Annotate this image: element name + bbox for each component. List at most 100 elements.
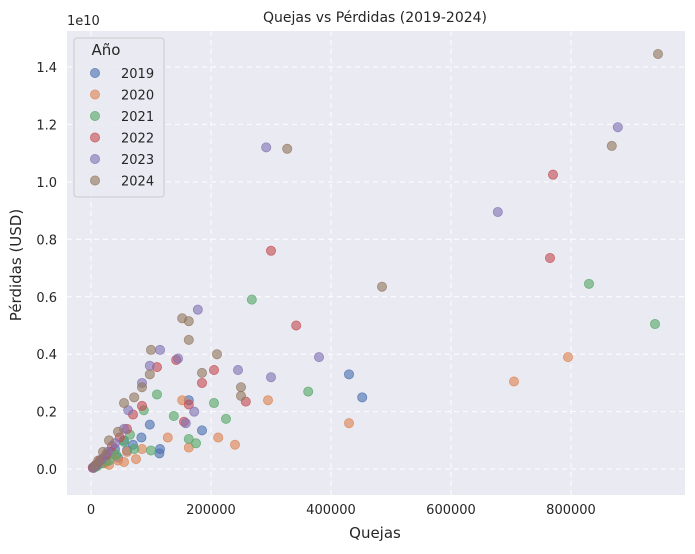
scatter-point [190, 438, 201, 449]
scatter-point [612, 122, 623, 133]
y-tick-label: 1.4 [36, 61, 57, 76]
y-tick-label: 0.2 [36, 406, 57, 421]
scatter-point [136, 400, 147, 411]
legend-marker [90, 132, 101, 143]
legend-marker [90, 111, 101, 122]
scatter-point [265, 245, 276, 256]
scatter-point [246, 294, 257, 305]
y-tick-label: 1.2 [36, 118, 57, 133]
y-axis-label: Pérdidas (USD) [7, 209, 25, 321]
x-tick-label: 0 [87, 503, 95, 518]
legend-label: 2019 [121, 67, 154, 82]
data-points [87, 48, 664, 473]
scatter-point [119, 456, 130, 467]
x-tick-label: 600000 [426, 503, 476, 518]
scatter-point [183, 316, 194, 327]
scatter-point [606, 140, 617, 151]
scatter-point [196, 367, 207, 378]
scatter-point [154, 448, 165, 459]
scatter-point [545, 252, 556, 263]
scatter-point [136, 432, 147, 443]
scatter-point [172, 353, 183, 364]
scatter-point [113, 426, 124, 437]
scatter-point [119, 398, 130, 409]
scatter-point [144, 369, 155, 380]
scatter-point [136, 382, 147, 393]
scatter-point [357, 392, 368, 403]
scatter-point [129, 392, 140, 403]
y-tick-label: 0.6 [36, 291, 57, 306]
legend-marker [90, 175, 101, 186]
scatter-point [262, 395, 273, 406]
scatter-point [313, 352, 324, 363]
scatter-point [196, 425, 207, 436]
scatter-point [563, 352, 574, 363]
scatter-point [650, 319, 661, 330]
scatter-point [508, 376, 519, 387]
scatter-point [548, 169, 559, 180]
legend-label: 2020 [121, 89, 154, 104]
scatter-point [261, 142, 272, 153]
scatter-point [180, 418, 191, 429]
y-tick-label: 1.0 [36, 176, 57, 191]
scatter-point [192, 304, 203, 315]
scatter-point [98, 446, 109, 457]
legend-label: 2022 [121, 132, 154, 147]
scatter-point [162, 432, 173, 443]
y-tick-label: 0.0 [36, 463, 57, 478]
scatter-point [145, 344, 156, 355]
scatter-point [343, 418, 354, 429]
scatter-point [130, 454, 141, 465]
y-tick-label: 0.8 [36, 233, 57, 248]
scatter-point [144, 419, 155, 430]
legend-marker [90, 68, 101, 79]
scatter-point [265, 372, 276, 383]
scatter-point [235, 390, 246, 401]
x-tick-label: 200000 [186, 503, 236, 518]
scatter-point [208, 398, 219, 409]
chart-title: Quejas vs Pérdidas (2019-2024) [263, 10, 487, 26]
scatter-point [145, 445, 156, 456]
scatter-point [144, 360, 155, 371]
scatter-point [229, 439, 240, 450]
scatter-point [235, 382, 246, 393]
scatter-point [343, 369, 354, 380]
scatter-point [151, 389, 162, 400]
scatter-point [653, 48, 664, 59]
scatter-point [376, 281, 387, 292]
scatter-point [189, 406, 200, 417]
scatter-point [89, 461, 100, 472]
x-tick-label: 400000 [306, 503, 356, 518]
legend-marker [90, 153, 101, 164]
scatter-point [154, 344, 165, 355]
y-axis-ticks: 0.0 0.2 0.4 0.6 0.8 1.0 1.2 1.4 [36, 61, 57, 478]
legend-label: 2024 [121, 175, 154, 190]
x-axis-label: Quejas [349, 524, 401, 542]
scatter-point [492, 207, 503, 218]
legend-marker [90, 89, 101, 100]
x-tick-label: 800000 [546, 503, 596, 518]
scatter-point [129, 444, 140, 455]
scatter-point [104, 435, 115, 446]
x-axis-ticks: 0 200000 400000 600000 800000 [87, 503, 596, 518]
legend-title: Año [92, 41, 121, 59]
grid-lines [67, 31, 685, 495]
scatter-point [196, 377, 207, 388]
scatter-point [208, 365, 219, 376]
scatter-point [220, 413, 231, 424]
scatter-point [291, 320, 302, 331]
legend-label: 2023 [121, 153, 154, 168]
y-tick-label: 0.4 [36, 348, 57, 363]
series-2024 [89, 48, 664, 472]
scatter-point [232, 365, 243, 376]
scatter-point [168, 410, 179, 421]
scatter-point [211, 349, 222, 360]
scatter-point [183, 399, 194, 410]
scatter-point [584, 278, 595, 289]
scatter-point [183, 334, 194, 345]
scatter-point [282, 143, 293, 154]
scatter-point [213, 432, 224, 443]
